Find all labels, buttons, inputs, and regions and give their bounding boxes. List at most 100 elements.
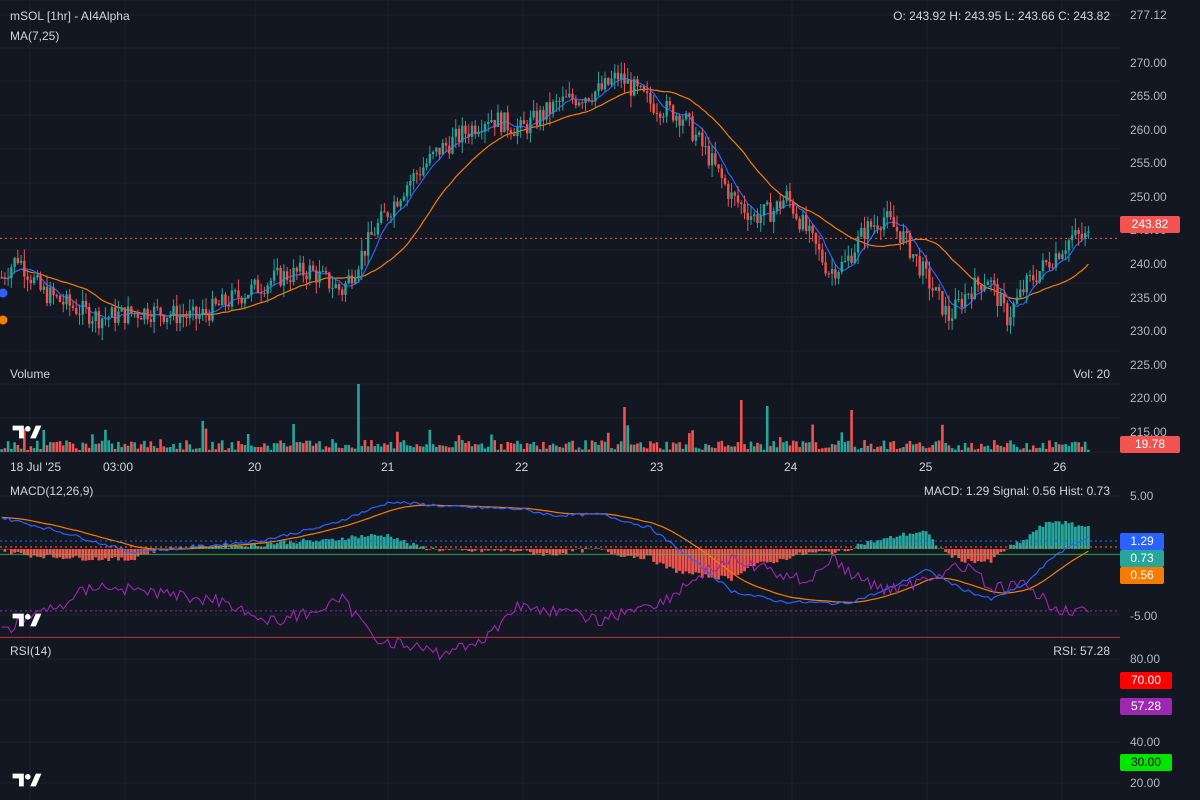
volume-bar — [996, 444, 999, 452]
candle-body — [973, 277, 977, 300]
volume-bar — [710, 447, 714, 452]
macd-hist-bar — [334, 540, 338, 549]
candle-body — [989, 280, 993, 282]
candle-body — [1077, 230, 1080, 234]
macd-hist-bar — [600, 549, 604, 550]
macd-hist-bar — [1031, 531, 1035, 549]
candle-body — [311, 265, 315, 271]
candle-body — [756, 214, 759, 223]
candle-body — [1028, 275, 1032, 277]
volume-bar — [1070, 442, 1074, 452]
macd-readout: MACD: 1.29 Signal: 0.56 Hist: 0.73 — [923, 484, 1110, 498]
volume-bar — [872, 449, 876, 452]
volume-bar — [723, 446, 727, 452]
candle-body — [467, 133, 470, 137]
macd-hist-bar — [850, 549, 853, 551]
candle-body — [740, 202, 743, 205]
volume-bar — [606, 432, 610, 452]
volume-bar — [564, 443, 568, 452]
volume-bar — [885, 449, 889, 452]
candle-body — [620, 73, 623, 80]
volume-bar — [269, 449, 273, 452]
volume-bar — [701, 449, 704, 452]
volume-bar — [921, 446, 925, 452]
candle-body — [383, 211, 386, 213]
macd-hist-bar — [68, 549, 72, 559]
volume-bar — [3, 448, 7, 452]
volume-bar — [824, 447, 827, 452]
macd-hist-bar — [321, 539, 325, 549]
candle-body — [269, 280, 273, 286]
macd-hist-bar — [198, 544, 201, 549]
candle-body — [126, 306, 130, 324]
macd-hist-bar — [324, 539, 328, 549]
candle-body — [58, 295, 62, 302]
volume-bar — [678, 442, 681, 452]
macd-hist-bar — [629, 549, 633, 556]
macd-hist-bar — [827, 549, 831, 552]
volume-bar — [1044, 448, 1048, 452]
macd-hist-bar — [253, 543, 257, 549]
volume-bar — [662, 449, 665, 452]
volume-bar — [363, 440, 367, 452]
macd-hist-bar — [65, 549, 68, 559]
volume-bar — [133, 442, 136, 452]
volume-bar — [970, 442, 973, 452]
volume-bar — [298, 441, 302, 452]
candle-body — [1057, 253, 1061, 259]
signal-tag: 0.56 — [1120, 567, 1164, 584]
candle-body — [645, 91, 649, 93]
candle-body — [227, 304, 230, 307]
macd-hist-bar — [678, 549, 682, 571]
candle-body — [1067, 240, 1071, 251]
macd-hist-bar — [976, 549, 980, 562]
candle-body — [701, 132, 704, 147]
candle-body — [928, 268, 931, 289]
macd-hist-bar — [593, 548, 597, 549]
volume-bar — [499, 443, 503, 452]
macd-hist-bar — [9, 549, 13, 555]
candle-body — [428, 153, 432, 164]
volume-bar — [448, 447, 451, 452]
candle-body — [558, 100, 561, 102]
candle-body — [341, 289, 344, 295]
macd-hist-bar — [833, 549, 837, 553]
candle-body — [461, 125, 464, 143]
candle-body — [84, 300, 88, 307]
macd-hist-bar — [347, 538, 351, 549]
candle-body — [152, 306, 156, 322]
macd-hist-bar — [473, 549, 477, 551]
volume-bar — [353, 448, 357, 452]
volume-bar — [791, 440, 795, 452]
candle-body — [42, 286, 45, 290]
macd-hist-bar — [71, 549, 75, 558]
volume-bar — [960, 449, 964, 452]
rsi-tick: 80.00 — [1130, 652, 1161, 666]
macd-hist-bar — [360, 535, 364, 549]
candle-body — [1045, 260, 1048, 263]
candle-body — [435, 147, 438, 152]
macd-hist-bar — [807, 549, 811, 553]
volume-bar — [863, 440, 866, 452]
candle-body — [538, 110, 542, 126]
macd-hist-bar — [0, 549, 4, 550]
volume-bar — [68, 441, 72, 452]
volume-bar — [91, 434, 94, 452]
volume-bar — [279, 440, 282, 452]
macd-hist-bar — [52, 549, 55, 558]
volume-bar — [675, 443, 678, 452]
volume-bar — [94, 443, 97, 452]
macd-hist-bar — [983, 549, 986, 562]
macd-hist-bar — [613, 549, 617, 554]
macd-hist-bar — [580, 549, 584, 553]
macd-hist-bar — [532, 549, 536, 555]
candle-body — [775, 201, 779, 211]
macd-hist-bar — [266, 543, 270, 549]
volume-bar — [707, 445, 711, 452]
macd-hist-bar — [389, 536, 393, 549]
candle-body — [753, 214, 756, 217]
candle-body — [246, 294, 250, 299]
date-axis-label: 03:00 — [103, 460, 134, 474]
volume-bar — [597, 445, 600, 452]
volume-bar — [379, 446, 383, 452]
